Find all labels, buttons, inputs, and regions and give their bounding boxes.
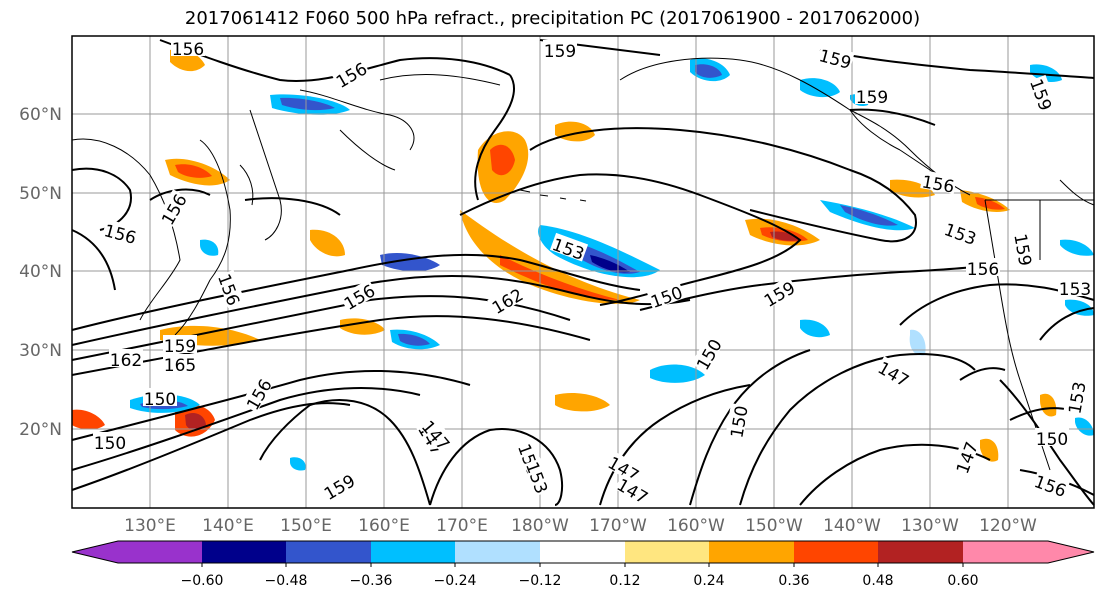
contour-label-bg xyxy=(817,44,855,71)
colorbar-tick-label: −0.24 xyxy=(434,573,477,589)
contour-label: 156 xyxy=(967,260,999,280)
contour-label-bg xyxy=(339,279,378,312)
colorbar-swatch xyxy=(371,541,455,563)
lat-label: 30°N xyxy=(19,341,62,361)
latitude-labels: 60°N 50°N 40°N 30°N 20°N xyxy=(19,105,62,440)
colorbar-tick-label: −0.12 xyxy=(519,573,562,589)
contour-label-bg xyxy=(1063,379,1087,416)
contour-label: 153 xyxy=(1059,280,1091,300)
contour-label-bg xyxy=(163,354,197,372)
colorbar-swatch xyxy=(202,541,286,563)
contour-label-bg xyxy=(614,473,653,506)
lon-label: 170°E xyxy=(436,516,488,536)
contour-label-bg xyxy=(156,189,189,228)
lon-label: 120°W xyxy=(979,516,1037,536)
contour-label-bg xyxy=(759,276,798,309)
contour-label-bg xyxy=(171,38,205,56)
contour-label-bg xyxy=(487,283,526,316)
lon-label: 140°W xyxy=(823,516,881,536)
contour-label-bg xyxy=(319,469,358,502)
lon-label: 150°E xyxy=(280,516,332,536)
colorbar-extend-max xyxy=(1048,541,1094,563)
contour-label-bg xyxy=(1031,469,1071,499)
contour-label-bg xyxy=(1028,74,1058,114)
lat-label: 60°N xyxy=(19,105,62,125)
colorbar-swatch xyxy=(963,541,1048,563)
colorbar-tick-label: 0.60 xyxy=(947,573,978,589)
colorbar-tick-label: 0.36 xyxy=(778,573,809,589)
colorbar-swatch xyxy=(455,541,540,563)
colorbar-swatch xyxy=(878,541,963,563)
colorbar-tick-label: −0.60 xyxy=(181,573,224,589)
contour-label-bg xyxy=(93,432,127,450)
contour-label-bg xyxy=(543,40,577,58)
contour-label: 159 xyxy=(164,337,196,357)
colorbar-swatch xyxy=(625,541,709,563)
colorbar-tick-label: −0.48 xyxy=(265,573,308,589)
colorbar-extend-min xyxy=(72,541,118,563)
map-frame xyxy=(71,35,1095,509)
contour-label-bg xyxy=(875,356,914,389)
contour-label: 150 xyxy=(144,390,176,410)
contour-label-bg xyxy=(331,57,370,90)
colorbar-tick-label: 0.12 xyxy=(609,573,640,589)
colorbar-outline xyxy=(71,540,1095,564)
colorbar-swatch xyxy=(540,541,625,563)
colorbar-tick-label: −0.36 xyxy=(350,573,393,589)
contour-label-bg xyxy=(216,269,246,309)
lon-label: 170°W xyxy=(589,516,647,536)
contour-label-bg xyxy=(549,232,589,262)
contour-label-bg xyxy=(950,437,980,477)
contour-label: 165 xyxy=(164,356,196,376)
lon-label: 160°W xyxy=(667,516,725,536)
lon-label: 150°W xyxy=(745,516,803,536)
contour-label-bg xyxy=(163,335,197,353)
contour-label-bg xyxy=(691,334,724,373)
lon-label: 180°W xyxy=(511,516,569,536)
map-title: 2017061412 F060 500 hPa refract., precip… xyxy=(184,8,921,29)
contour-label-bg xyxy=(419,415,456,453)
colorbar-tick-label: 0.48 xyxy=(862,573,893,589)
colorbar-tick-label: 0.24 xyxy=(693,573,724,589)
colorbar-swatch xyxy=(794,541,878,563)
lon-label: 160°E xyxy=(358,516,410,536)
contour-label: 162 xyxy=(110,351,142,371)
contour-label-bg xyxy=(646,280,686,310)
contour-label: 150 xyxy=(1036,430,1068,450)
contour-label: 159 xyxy=(856,88,888,108)
lat-label: 20°N xyxy=(19,420,62,440)
contour-label-bg xyxy=(725,403,749,440)
contour-label: 150 xyxy=(94,434,126,454)
lat-label: 50°N xyxy=(19,184,62,204)
colorbar-tick-labels: −0.60 −0.48 −0.36 −0.24 −0.12 0.12 0.24 0.36 0.4… xyxy=(181,563,979,589)
colorbar xyxy=(71,540,1095,564)
contour-label-bg xyxy=(109,349,143,367)
contour-label-bg xyxy=(920,170,957,194)
contour-label-bg xyxy=(855,86,889,104)
lon-label: 140°E xyxy=(202,516,254,536)
contour-label-bg xyxy=(102,219,140,246)
colorbar-swatch xyxy=(286,541,371,563)
contour-label-bg xyxy=(966,258,1000,276)
longitude-labels: 130°E 140°E 150°E 160°E 170°E 180°W 170°W 160°W… xyxy=(124,516,1037,536)
contour-label-bg xyxy=(524,457,554,497)
contour-label-bg xyxy=(241,374,274,413)
lon-label: 130°W xyxy=(901,516,959,536)
contour-label: 159 xyxy=(544,42,576,62)
contour-label: 156 xyxy=(172,40,204,60)
colorbar-swatch xyxy=(709,541,794,563)
lat-label: 40°N xyxy=(19,262,62,282)
contour-label-bg xyxy=(143,388,177,406)
contour-label-bg xyxy=(941,217,981,247)
colorbar-swatch xyxy=(118,541,202,563)
contour-label-bg xyxy=(1035,428,1069,446)
contour-label-bg xyxy=(1058,278,1092,296)
contour-label-bg xyxy=(605,451,644,484)
lon-label: 130°E xyxy=(124,516,176,536)
contour-label-bg xyxy=(1013,231,1037,268)
